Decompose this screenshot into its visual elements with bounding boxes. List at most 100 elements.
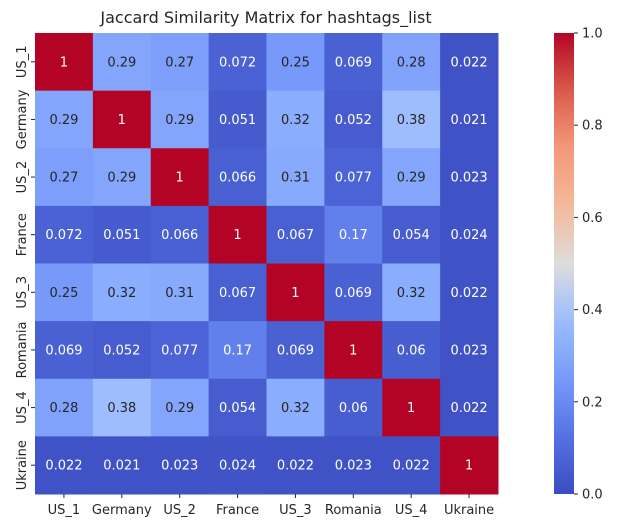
cell-annotation: 0.25 bbox=[281, 55, 310, 70]
cell-annotation: 0.069 bbox=[335, 55, 372, 70]
cell-annotation: 0.38 bbox=[107, 401, 136, 416]
heatmap-cell bbox=[382, 378, 441, 437]
y-tick-label: US_2 bbox=[15, 161, 30, 194]
cell-annotation: 0.072 bbox=[45, 228, 82, 243]
heatmap-cells bbox=[35, 33, 499, 495]
heatmap-cell bbox=[208, 148, 267, 207]
heatmap-cell bbox=[35, 205, 94, 264]
heatmap-cell bbox=[382, 321, 441, 380]
cell-annotation: 0.069 bbox=[277, 343, 314, 358]
cell-annotations: 1 0.29 0.27 0.072 0.25 0.069 0.28 0.022 0.29 1 0.2… bbox=[45, 55, 487, 473]
heatmap-cell bbox=[208, 33, 267, 92]
heatmap-cell bbox=[92, 436, 152, 495]
y-tick-label: Ukraine bbox=[15, 440, 30, 490]
heatmap-cell bbox=[208, 378, 267, 437]
cell-annotation: 0.022 bbox=[450, 55, 487, 70]
cell-annotation: 0.051 bbox=[103, 228, 140, 243]
heatmap-cell bbox=[382, 263, 441, 322]
cell-annotation: 0.17 bbox=[339, 228, 368, 243]
y-tick-label: Germany bbox=[15, 89, 30, 149]
heatmap-cell bbox=[92, 378, 152, 437]
cell-annotation: 0.077 bbox=[161, 343, 198, 358]
x-tick-label: US_4 bbox=[395, 503, 428, 518]
x-axis-ticks: US_1 Germany US_2 France US_3 Romania US_4 Ukra… bbox=[48, 494, 494, 518]
cell-annotation: 0.29 bbox=[165, 113, 194, 128]
heatmap-cell bbox=[92, 263, 152, 322]
heatmap-cell bbox=[35, 90, 94, 149]
heatmap-cell bbox=[382, 148, 441, 207]
cell-annotation: 0.067 bbox=[219, 286, 256, 301]
cell-annotation: 0.31 bbox=[281, 171, 310, 186]
heatmap-cell bbox=[92, 148, 152, 207]
heatmap-cell bbox=[324, 378, 383, 437]
cell-annotation: 0.023 bbox=[450, 343, 487, 358]
heatmap-cell bbox=[382, 205, 441, 264]
cell-annotation: 0.31 bbox=[165, 286, 194, 301]
colorbar-tick-label: 0.8 bbox=[582, 119, 603, 134]
cell-annotation: 0.32 bbox=[281, 113, 310, 128]
heatmap-cell bbox=[92, 33, 152, 92]
chart-title: Jaccard Similarity Matrix for hashtags_l… bbox=[99, 8, 431, 28]
heatmap-cell bbox=[150, 33, 210, 92]
cell-annotation: 0.29 bbox=[397, 171, 426, 186]
cell-annotation: 0.022 bbox=[277, 459, 314, 474]
heatmap-cell bbox=[35, 378, 94, 437]
cell-annotation: 0.06 bbox=[339, 401, 368, 416]
cell-annotation: 1 bbox=[407, 401, 415, 416]
x-tick-label: US_2 bbox=[163, 503, 196, 518]
cell-annotation: 0.32 bbox=[281, 401, 310, 416]
heatmap-cell bbox=[324, 263, 383, 322]
cell-annotation: 0.29 bbox=[107, 171, 136, 186]
colorbar-tick-label: 0.2 bbox=[582, 395, 603, 410]
heatmap-cell bbox=[208, 90, 267, 149]
colorbar-tick-label: 0.0 bbox=[582, 488, 603, 503]
cell-annotation: 0.32 bbox=[107, 286, 136, 301]
cell-annotation: 0.32 bbox=[397, 286, 426, 301]
y-axis-ticks: US_1 Germany US_2 France US_3 Romania US_4 Ukra… bbox=[15, 46, 35, 490]
x-tick-label: France bbox=[216, 503, 259, 518]
heatmap-cell bbox=[266, 90, 325, 149]
colorbar-tick-label: 0.6 bbox=[582, 211, 603, 226]
heatmap-cell bbox=[266, 436, 325, 495]
y-tick-label: US_1 bbox=[15, 46, 30, 79]
heatmap-cell bbox=[324, 148, 383, 207]
cell-annotation: 0.29 bbox=[49, 113, 78, 128]
heatmap-cell bbox=[440, 90, 499, 149]
x-tick-label: Romania bbox=[325, 503, 382, 518]
cell-annotation: 0.067 bbox=[277, 228, 314, 243]
heatmap-cell bbox=[150, 90, 210, 149]
heatmap-cell bbox=[208, 436, 267, 495]
y-tick-label: US_3 bbox=[15, 276, 30, 309]
cell-annotation: 0.066 bbox=[161, 228, 198, 243]
cell-annotation: 0.066 bbox=[219, 171, 256, 186]
cell-annotation: 0.023 bbox=[450, 171, 487, 186]
heatmap-cell bbox=[440, 33, 499, 92]
cell-annotation: 0.069 bbox=[45, 343, 82, 358]
cell-annotation: 0.022 bbox=[393, 459, 430, 474]
heatmap-cell bbox=[382, 436, 441, 495]
cell-annotation: 0.17 bbox=[223, 343, 252, 358]
heatmap-cell bbox=[266, 378, 325, 437]
heatmap-cell bbox=[440, 205, 499, 264]
cell-annotation: 0.069 bbox=[335, 286, 372, 301]
heatmap-cell bbox=[150, 436, 210, 495]
heatmap-cell bbox=[150, 321, 210, 380]
cell-annotation: 1 bbox=[60, 55, 68, 70]
heatmap-cell bbox=[440, 436, 499, 495]
cell-annotation: 0.052 bbox=[335, 113, 372, 128]
cell-annotation: 0.022 bbox=[45, 459, 82, 474]
cell-annotation: 1 bbox=[176, 171, 184, 186]
cell-annotation: 0.38 bbox=[397, 113, 426, 128]
cell-annotation: 0.27 bbox=[165, 55, 194, 70]
cell-annotation: 0.29 bbox=[165, 401, 194, 416]
heatmap-cell bbox=[324, 33, 383, 92]
heatmap-cell bbox=[35, 436, 94, 495]
x-tick-label: US_3 bbox=[279, 503, 312, 518]
colorbar-gradient bbox=[554, 33, 574, 494]
heatmap-cell bbox=[440, 263, 499, 322]
y-tick-label: France bbox=[15, 213, 30, 256]
cell-annotation: 0.28 bbox=[49, 401, 78, 416]
cell-annotation: 0.27 bbox=[49, 171, 78, 186]
heatmap-cell bbox=[440, 148, 499, 207]
heatmap-cell bbox=[266, 33, 325, 92]
